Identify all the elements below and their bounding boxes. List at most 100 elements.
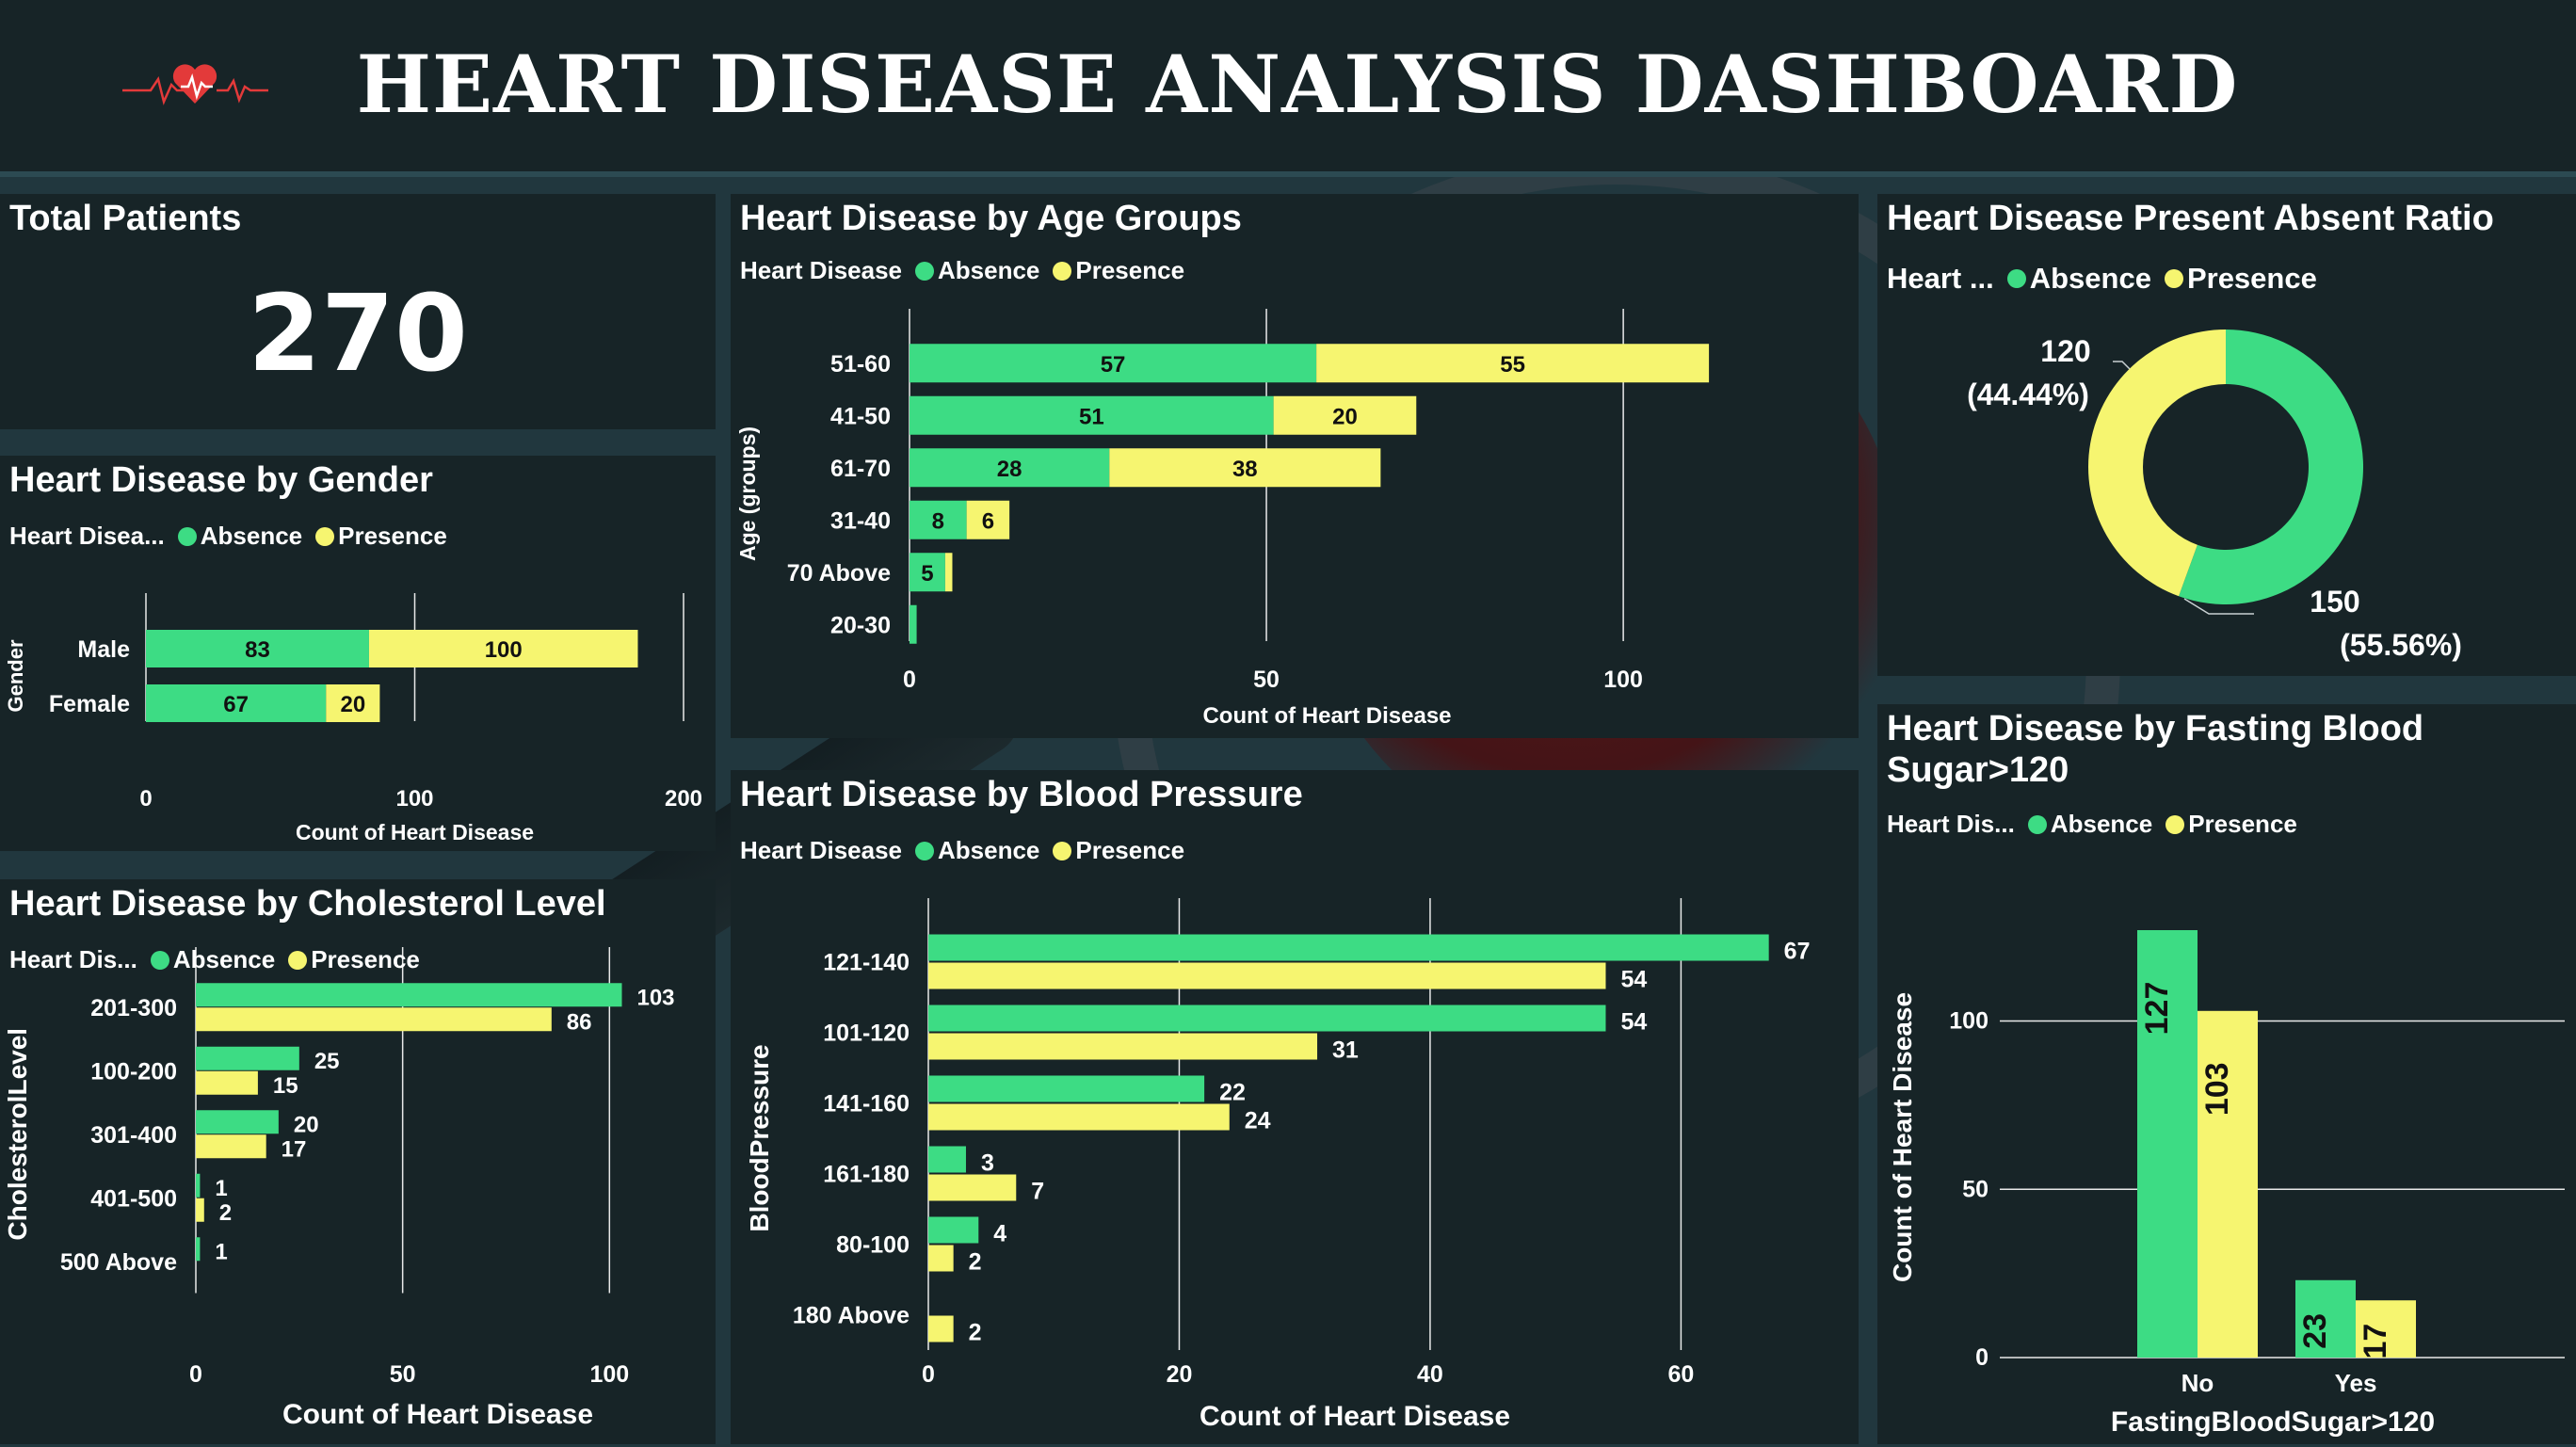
category-label-31-40: 31-40 bbox=[830, 507, 891, 534]
bar-presence-201-300 bbox=[196, 1007, 552, 1032]
bar-presence-301-400 bbox=[196, 1134, 266, 1159]
bar-absence-yes bbox=[2295, 1279, 2356, 1358]
legend-label-presence[interactable]: Presence bbox=[311, 945, 420, 973]
legend-label-presence[interactable]: Presence bbox=[2188, 810, 2297, 838]
bar-presence-51-60 bbox=[1316, 344, 1710, 383]
data-label-presence-41-50: 20 bbox=[1332, 404, 1358, 429]
category-label-no: No bbox=[2182, 1369, 2214, 1397]
category-label-101-120: 101-120 bbox=[823, 1021, 910, 1047]
chart-panel-age-groups: Heart Disease by Age Groups Heart Diseas… bbox=[731, 194, 1859, 738]
bar-presence-41-50 bbox=[1273, 395, 1417, 435]
legend-label-presence[interactable]: Presence bbox=[338, 522, 447, 550]
bar-absence-201-300 bbox=[196, 983, 622, 1007]
bar-absence-101-120 bbox=[928, 1005, 1606, 1032]
kpi-title: Total Patients bbox=[9, 199, 242, 238]
data-label-presence-121-140: 54 bbox=[1620, 967, 1647, 993]
chart-legend: Heart Dis... Absence Presence bbox=[1887, 810, 2297, 839]
leader-line-presence bbox=[2113, 361, 2131, 370]
legend-dot-absence bbox=[915, 841, 934, 860]
category-label-161-180: 161-180 bbox=[823, 1162, 910, 1188]
x-tick-label: 50 bbox=[390, 1361, 416, 1388]
category-label-80-100: 80-100 bbox=[836, 1232, 910, 1259]
data-label-presence-61-70: 38 bbox=[1232, 457, 1258, 482]
bar-absence-121-140 bbox=[928, 934, 1769, 961]
bar-presence-101-120 bbox=[928, 1033, 1318, 1060]
data-label-absence-161-180: 3 bbox=[981, 1150, 994, 1177]
legend-title: Heart Dis... bbox=[1887, 810, 2015, 838]
chart-legend: Heart Disease Absence Presence bbox=[740, 256, 1184, 285]
x-tick-label: 0 bbox=[189, 1361, 202, 1388]
bar-presence-180-above bbox=[928, 1315, 954, 1342]
bar-absence-161-180 bbox=[928, 1146, 966, 1173]
chart-title-line-1: Heart Disease by Fasting Blood bbox=[1887, 709, 2424, 748]
chart-title: Heart Disease by Blood Pressure bbox=[740, 775, 1303, 814]
y-axis-label: CholesterolLevel bbox=[3, 1028, 32, 1241]
chart-title: Heart Disease by Cholesterol Level bbox=[9, 884, 606, 924]
legend-title: Heart Disea... bbox=[9, 522, 165, 550]
legend-dot-presence bbox=[315, 526, 335, 546]
age-groups-bar-chart: 0 50 100 Count of Heart Disease Age (groups)… bbox=[735, 309, 1710, 729]
donut-label-absence-value: 150 bbox=[2310, 585, 2359, 619]
x-tick-label: 0 bbox=[922, 1361, 935, 1388]
donut-label-presence-value: 120 bbox=[2040, 334, 2090, 368]
data-label-absence-80-100: 4 bbox=[993, 1221, 1006, 1247]
x-tick-label: 50 bbox=[1253, 667, 1280, 693]
x-tick-label: 0 bbox=[139, 786, 152, 812]
legend-dot-absence bbox=[177, 526, 197, 546]
chart-panel-blood-pressure: Heart Disease by Blood Pressure Heart Di… bbox=[731, 770, 1859, 1444]
category-label-301-400: 301-400 bbox=[90, 1122, 177, 1149]
legend-title: Heart ... bbox=[1887, 262, 1994, 295]
data-label-absence-51-60: 57 bbox=[1101, 352, 1126, 378]
legend-label-absence[interactable]: Absence bbox=[172, 945, 276, 973]
y-tick-label: 50 bbox=[1962, 1176, 1988, 1202]
data-label-absence-41-50: 51 bbox=[1079, 404, 1104, 429]
x-axis-label: Count of Heart Disease bbox=[1199, 1401, 1510, 1432]
category-label-141-160: 141-160 bbox=[823, 1091, 910, 1117]
chart-legend: Heart Disease Absence Presence bbox=[740, 836, 1184, 865]
data-label-absence-no: 127 bbox=[2139, 982, 2175, 1036]
bar-presence-no bbox=[2198, 1010, 2258, 1358]
legend-label-absence[interactable]: Absence bbox=[2029, 262, 2151, 295]
data-label-absence-male: 83 bbox=[245, 637, 270, 663]
data-label-absence-61-70: 28 bbox=[997, 457, 1022, 482]
data-label-absence-201-300: 103 bbox=[636, 985, 674, 1010]
legend-label-presence[interactable]: Presence bbox=[1075, 256, 1185, 284]
bar-absence-70-above bbox=[910, 553, 945, 592]
legend-title: Heart Disease bbox=[740, 836, 902, 864]
legend-label-presence[interactable]: Presence bbox=[1075, 836, 1185, 864]
bar-absence-141-160 bbox=[928, 1075, 1205, 1102]
category-label-female: Female bbox=[49, 691, 130, 717]
category-label-180-above: 180 Above bbox=[793, 1303, 910, 1329]
bar-absence-301-400 bbox=[196, 1110, 279, 1134]
data-label-presence-female: 20 bbox=[340, 692, 365, 717]
y-axis-label: Count of Heart Disease bbox=[1888, 992, 1917, 1282]
bar-presence-61-70 bbox=[1109, 448, 1381, 488]
legend-label-absence[interactable]: Absence bbox=[2050, 810, 2153, 838]
bar-absence-20-30 bbox=[910, 604, 917, 644]
legend-label-absence[interactable]: Absence bbox=[200, 522, 303, 550]
dashboard-title: HEART DISEASE ANALYSIS DASHBOARD bbox=[356, 38, 2239, 131]
data-label-presence-141-160: 24 bbox=[1245, 1108, 1271, 1134]
bar-presence-70-above bbox=[944, 553, 953, 592]
fasting-blood-sugar-bar-chart: 0 50 100 127 103 No 23 17 Yes FastingBloodSugar>1… bbox=[1888, 930, 2565, 1438]
bar-absence-31-40 bbox=[910, 500, 967, 539]
bar-absence-51-60 bbox=[910, 344, 1317, 383]
legend-label-presence[interactable]: Presence bbox=[2186, 262, 2317, 295]
legend-title: Heart Disease bbox=[740, 256, 902, 284]
data-label-absence-301-400: 20 bbox=[294, 1112, 319, 1137]
bar-absence-100-200 bbox=[196, 1046, 299, 1070]
data-label-absence-31-40: 8 bbox=[932, 508, 944, 534]
blood-pressure-bar-chart: 0 20 40 60 Count of Heart Disease BloodPressu… bbox=[745, 898, 1811, 1432]
bar-absence-61-70 bbox=[910, 448, 1110, 488]
kpi-value: 270 bbox=[248, 273, 468, 395]
data-label-presence-101-120: 31 bbox=[1332, 1037, 1359, 1064]
data-label-presence-31-40: 6 bbox=[982, 508, 994, 534]
legend-label-absence[interactable]: Absence bbox=[938, 836, 1040, 864]
y-tick-label: 100 bbox=[1949, 1008, 1988, 1035]
bar-presence-female bbox=[326, 684, 380, 722]
heartbeat-icon bbox=[122, 64, 268, 105]
chart-title-line-2: Sugar>120 bbox=[1887, 750, 2069, 790]
data-label-absence-yes: 23 bbox=[2297, 1313, 2333, 1349]
legend-label-absence[interactable]: Absence bbox=[938, 256, 1040, 284]
data-label-absence-121-140: 67 bbox=[1784, 939, 1811, 965]
